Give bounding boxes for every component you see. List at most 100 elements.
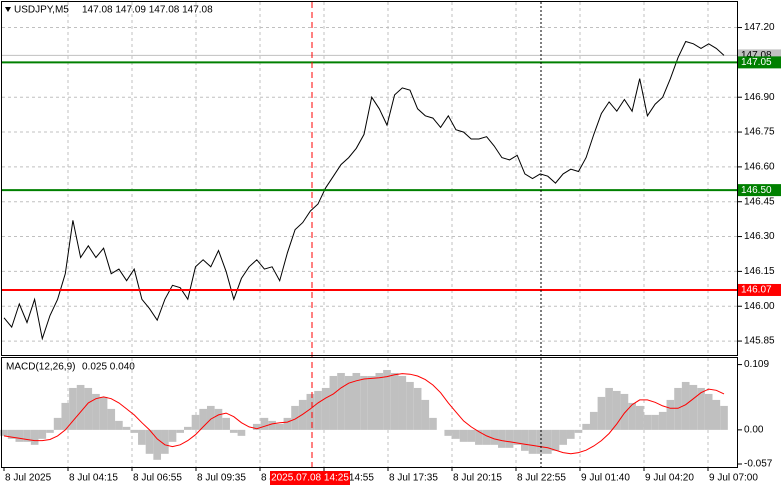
level-box xyxy=(738,56,781,69)
x-tick-label: 8 Jul 04:15 xyxy=(69,473,118,484)
cursor-label-box xyxy=(270,471,350,485)
y-tick-label: 146.90 xyxy=(744,92,775,103)
y-tick-label: 146.45 xyxy=(744,196,775,207)
macd-bar xyxy=(314,390,322,430)
macd-bar xyxy=(475,429,483,445)
signal-line xyxy=(3,373,725,455)
macd-bar xyxy=(674,387,682,430)
macd-bar xyxy=(406,381,414,430)
macd-bar xyxy=(30,429,39,445)
macd-bar xyxy=(666,399,675,430)
macd-bar xyxy=(704,393,713,430)
macd-bar xyxy=(99,396,108,430)
y-tick-label: 146.15 xyxy=(744,266,775,277)
x-tick-label: 8 Jul 2025 xyxy=(5,473,52,484)
symbol: USDJPY,M5 xyxy=(14,5,69,16)
macd-bar xyxy=(229,429,238,433)
macd-bar xyxy=(138,429,146,445)
macd-bar xyxy=(61,402,70,430)
macd-bar xyxy=(145,429,154,454)
macd-bar xyxy=(214,408,223,430)
macd-bar xyxy=(352,372,361,430)
macd-bar xyxy=(697,387,705,430)
macd-bar xyxy=(7,429,16,439)
y-tick-label: -0.057 xyxy=(744,459,773,470)
x-tick-label: 8 Jul 22:55 xyxy=(517,473,566,484)
macd-bar xyxy=(168,429,177,442)
macd-bar xyxy=(107,408,116,430)
macd-bar xyxy=(421,399,430,430)
current-price-label: 147.08 xyxy=(741,50,772,61)
macd-bar xyxy=(467,429,476,442)
macd-frame xyxy=(1,357,738,468)
macd-bar xyxy=(84,387,93,430)
macd-bar xyxy=(635,405,644,430)
macd-bar xyxy=(482,429,491,445)
x-tick-label: 9 Jul 07:00 xyxy=(709,473,758,484)
price-line xyxy=(3,40,725,341)
macd-bar xyxy=(76,384,85,430)
macd-bar xyxy=(612,390,621,430)
macd-bar xyxy=(275,423,284,430)
macd-bar xyxy=(69,387,77,430)
macd-bar xyxy=(184,426,192,430)
macd-bar xyxy=(237,429,246,436)
quote: 147.08 147.09 147.08 147.08 xyxy=(82,5,213,16)
macd-bar xyxy=(252,423,261,430)
macd-bar xyxy=(360,375,368,430)
macd-bar xyxy=(597,396,606,430)
macd-bar xyxy=(574,429,583,433)
macd-bar xyxy=(15,429,24,442)
macd-bar xyxy=(222,417,230,430)
x-tick-label: 8 Jul 06:55 xyxy=(133,473,182,484)
macd-bar xyxy=(344,375,353,430)
macd-bar xyxy=(260,417,269,430)
macd-bar xyxy=(268,420,276,430)
x-tick-label: 8 Jul 09:35 xyxy=(197,473,246,484)
macd-readout: 0.025 0.040 xyxy=(82,362,135,373)
macd-bar xyxy=(589,411,598,430)
macd-bar xyxy=(337,372,345,430)
macd-bar xyxy=(689,384,698,430)
macd-bar xyxy=(383,369,391,430)
macd-bar xyxy=(53,417,62,430)
macd-bar xyxy=(375,372,384,430)
macd-bar xyxy=(459,429,468,442)
macd-bar xyxy=(38,429,47,439)
x-tick-label: 8 Jul 17:35 xyxy=(389,473,438,484)
macd-bar xyxy=(452,429,460,439)
macd-bar xyxy=(582,423,590,430)
macd-bar xyxy=(498,429,506,448)
macd-bar xyxy=(681,381,690,430)
macd-title: MACD(12,26,9) xyxy=(6,362,75,373)
macd-bar xyxy=(605,387,613,430)
macd-bar xyxy=(521,429,529,451)
macd-bar xyxy=(46,429,54,433)
level-label: 146.50 xyxy=(741,185,772,196)
y-tick-label: 147.20 xyxy=(744,22,775,33)
x-tick-label: 8 Jul 20:15 xyxy=(453,473,502,484)
macd-bar xyxy=(298,399,307,430)
y-tick-label: 0.109 xyxy=(744,359,769,370)
price-frame xyxy=(1,1,738,356)
macd-bar xyxy=(23,429,31,442)
y-tick-label: 146.00 xyxy=(744,301,775,312)
macd-bar xyxy=(559,429,567,445)
y-tick-label: 145.85 xyxy=(744,336,775,347)
macd-bar xyxy=(191,414,200,430)
macd-bar xyxy=(413,387,422,430)
macd-bar xyxy=(115,420,123,430)
macd-bar xyxy=(628,402,636,430)
y-tick-label: 146.75 xyxy=(744,127,775,138)
macd-bar xyxy=(390,372,399,430)
level-box xyxy=(738,184,781,197)
macd-bar xyxy=(643,414,652,430)
macd-bar xyxy=(490,429,499,445)
macd-bar xyxy=(176,429,184,433)
macd-bar xyxy=(122,426,131,430)
macd-bar xyxy=(544,429,552,454)
cursor-label-text: 2025.07.08 14:25 xyxy=(271,473,349,484)
level-box xyxy=(738,283,781,296)
x-tick-label: 9 Jul 01:40 xyxy=(581,473,630,484)
